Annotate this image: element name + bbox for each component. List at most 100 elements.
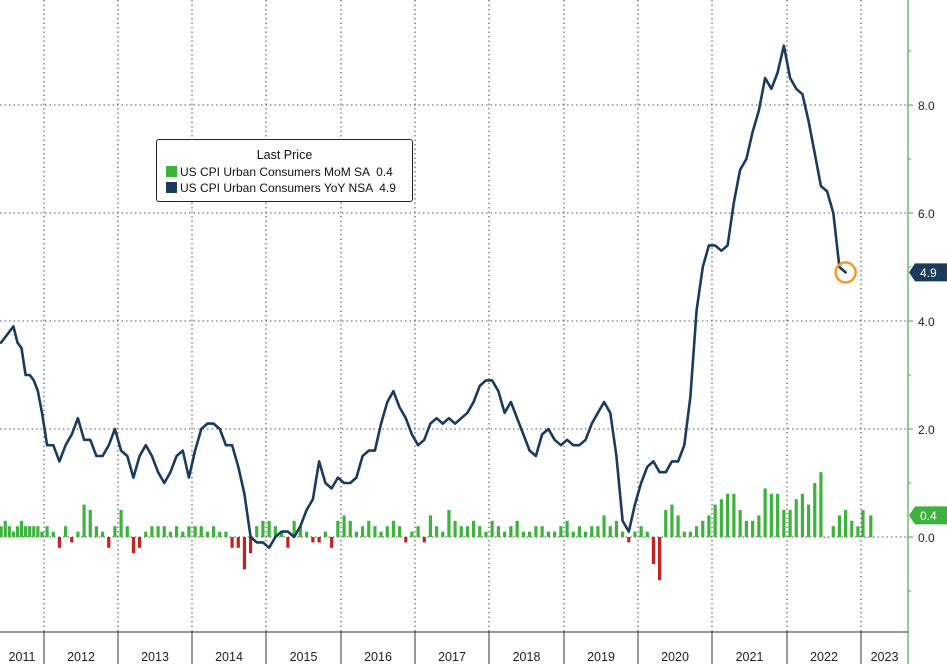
legend-title: Last Price <box>256 148 313 162</box>
mom-bar <box>682 531 686 537</box>
yoy-last-label-text: 4.9 <box>920 266 937 280</box>
mom-bar <box>131 537 136 554</box>
mom-bars <box>0 472 873 581</box>
mom-bar <box>137 537 142 548</box>
mom-bar <box>385 526 389 537</box>
mom-bar <box>639 526 643 537</box>
mom-bar <box>608 526 612 537</box>
mom-bar <box>144 531 148 537</box>
x-tick-label: 2015 <box>290 650 318 664</box>
y-tick-label: 6.0 <box>918 207 935 221</box>
mom-bar <box>694 526 699 537</box>
mom-bar <box>614 520 619 537</box>
mom-bar <box>100 531 105 537</box>
mom-bar <box>676 515 680 537</box>
mom-bar <box>534 526 538 537</box>
mom-bar <box>88 510 92 537</box>
mom-bar <box>583 531 588 537</box>
mom-bar <box>428 515 433 537</box>
mom-bar <box>298 526 302 537</box>
mom-bar <box>416 526 420 537</box>
mom-bar <box>379 531 383 537</box>
mom-bar <box>713 504 717 537</box>
mom-bar <box>751 520 755 537</box>
mom-bar <box>664 510 668 537</box>
mom-bar <box>360 526 365 537</box>
mom-bar <box>317 537 321 543</box>
mom-bar <box>242 537 247 570</box>
mom-bar <box>305 531 309 537</box>
mom-bar <box>397 526 402 537</box>
legend-value-yoy: 4.9 <box>379 181 396 195</box>
mom-bar <box>651 537 656 564</box>
mom-bar <box>348 520 352 537</box>
mom-bar <box>311 537 315 543</box>
mom-bar <box>218 531 222 537</box>
mom-bar <box>831 526 835 537</box>
mom-bar <box>330 537 334 548</box>
mom-bar <box>107 537 111 548</box>
mom-bar <box>70 537 74 543</box>
mom-bar <box>125 526 129 537</box>
mom-bar <box>19 520 24 537</box>
legend-swatch-mom <box>166 166 177 177</box>
mom-bar <box>32 526 36 537</box>
mom-bar <box>769 493 773 537</box>
mom-bar <box>40 531 44 537</box>
mom-bar <box>292 520 296 537</box>
x-tick-label: 2012 <box>67 650 95 664</box>
mom-bar <box>82 504 86 537</box>
y-tick-label: 0.0 <box>918 531 935 545</box>
yoy-line <box>0 44 857 550</box>
mom-bar <box>459 526 463 537</box>
mom-bar <box>174 526 179 537</box>
mom-bar <box>571 531 575 537</box>
yoy-series-line <box>0 44 847 550</box>
mom-bar <box>490 520 494 537</box>
mom-bar <box>850 520 854 537</box>
mom-bar <box>76 531 80 537</box>
mom-bar <box>28 526 32 537</box>
mom-bar <box>323 531 327 537</box>
mom-bar <box>763 488 767 537</box>
mom-bar <box>813 483 817 537</box>
mom-bar <box>738 510 742 537</box>
mom-bar <box>391 520 396 537</box>
yoy-last-label-bg <box>909 263 947 282</box>
mom-bar <box>441 531 445 537</box>
mom-bar <box>7 526 11 537</box>
mom-bar <box>211 526 216 537</box>
mom-bar <box>843 510 848 537</box>
y-tick-label: 2.0 <box>918 423 935 437</box>
mom-bar <box>657 537 662 581</box>
mom-bar <box>199 526 203 537</box>
x-tick-label: 2022 <box>810 650 838 664</box>
mom-bar <box>168 531 173 537</box>
mom-bar <box>732 493 736 537</box>
mom-bar <box>453 520 457 537</box>
mom-bar <box>577 526 582 537</box>
mom-bar <box>707 515 711 537</box>
mom-bar <box>224 531 228 537</box>
mom-bar <box>825 537 829 538</box>
mom-bar <box>701 520 705 537</box>
mom-bar <box>404 537 408 543</box>
last-value-labels: 4.9 0.4 <box>909 263 947 525</box>
mom-bar <box>187 526 191 537</box>
mom-bar <box>24 526 28 537</box>
mom-bar <box>205 531 210 537</box>
mom-bar <box>861 510 865 537</box>
mom-bar <box>565 520 569 537</box>
x-tick-label: 2013 <box>141 650 169 664</box>
mom-bar <box>280 531 284 537</box>
mom-bar <box>633 531 637 537</box>
mom-bar <box>248 537 253 554</box>
mom-bar <box>447 510 451 537</box>
mom-bar <box>422 537 426 543</box>
mom-bar <box>336 520 340 537</box>
mom-bar <box>94 526 99 537</box>
legend-swatch-yoy <box>166 182 177 193</box>
mom-bar <box>521 531 525 537</box>
mom-bar <box>267 520 271 537</box>
